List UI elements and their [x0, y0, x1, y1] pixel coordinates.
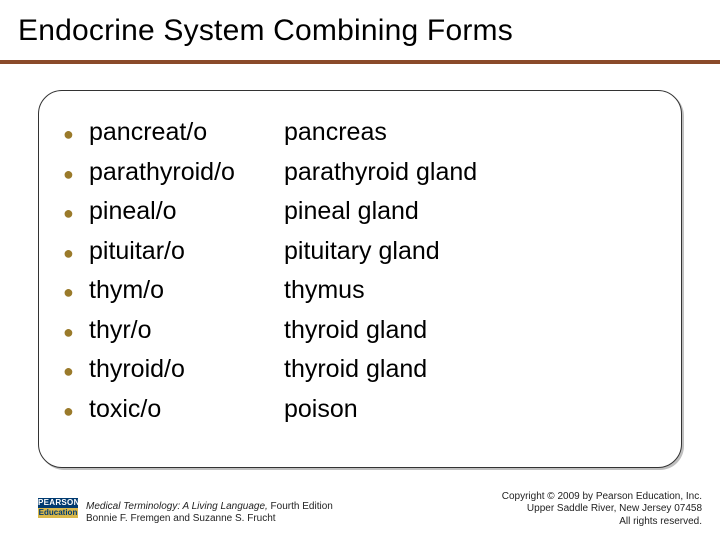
pearson-logo: PEARSON Education — [38, 498, 78, 528]
slide: Endocrine System Combining Forms ● pancr… — [0, 0, 720, 540]
combining-form-term: pancreat/o — [89, 113, 284, 153]
logo-bottom-text: Education — [38, 508, 78, 518]
slide-footer: PEARSON Education Medical Terminology: A… — [38, 491, 702, 529]
list-item: ● parathyroid/o parathyroid gland — [63, 153, 657, 193]
combining-form-meaning: thymus — [284, 271, 657, 311]
bullet-icon: ● — [63, 397, 89, 425]
list-item: ● pituitar/o pituitary gland — [63, 232, 657, 272]
combining-form-meaning: pancreas — [284, 113, 657, 153]
list-item: ● toxic/o poison — [63, 390, 657, 430]
combining-form-meaning: parathyroid gland — [284, 153, 657, 193]
copyright-line-2: Upper Saddle River, New Jersey 07458 — [527, 503, 702, 514]
footer-right: Copyright © 2009 by Pearson Education, I… — [502, 491, 702, 529]
book-edition: Fourth Edition — [268, 501, 333, 512]
book-authors: Bonnie F. Fremgen and Suzanne S. Frucht — [86, 513, 276, 524]
logo-top-text: PEARSON — [38, 498, 78, 508]
bullet-icon: ● — [63, 120, 89, 148]
bullet-icon: ● — [63, 199, 89, 227]
list-item: ● thyroid/o thyroid gland — [63, 350, 657, 390]
list-item: ● thym/o thymus — [63, 271, 657, 311]
page-title: Endocrine System Combining Forms — [18, 14, 702, 48]
bullet-icon: ● — [63, 239, 89, 267]
content-frame: ● pancreat/o pancreas ● parathyroid/o pa… — [38, 90, 682, 468]
combining-forms-list: ● pancreat/o pancreas ● parathyroid/o pa… — [63, 113, 657, 429]
combining-form-term: parathyroid/o — [89, 153, 284, 193]
book-citation: Medical Terminology: A Living Language, … — [86, 501, 333, 526]
list-item: ● thyr/o thyroid gland — [63, 311, 657, 351]
list-item: ● pancreat/o pancreas — [63, 113, 657, 153]
combining-form-term: pituitar/o — [89, 232, 284, 272]
combining-form-term: thym/o — [89, 271, 284, 311]
combining-form-term: toxic/o — [89, 390, 284, 430]
bullet-icon: ● — [63, 278, 89, 306]
footer-left: PEARSON Education Medical Terminology: A… — [38, 498, 333, 528]
combining-form-meaning: poison — [284, 390, 657, 430]
combining-form-meaning: pineal gland — [284, 192, 657, 232]
combining-form-meaning: thyroid gland — [284, 350, 657, 390]
bullet-icon: ● — [63, 318, 89, 346]
copyright-line-3: All rights reserved. — [619, 516, 702, 527]
bullet-icon: ● — [63, 160, 89, 188]
combining-form-meaning: pituitary gland — [284, 232, 657, 272]
combining-form-term: pineal/o — [89, 192, 284, 232]
copyright-line-1: Copyright © 2009 by Pearson Education, I… — [502, 491, 702, 502]
list-item: ● pineal/o pineal gland — [63, 192, 657, 232]
book-title: Medical Terminology: A Living Language, — [86, 501, 268, 512]
combining-form-meaning: thyroid gland — [284, 311, 657, 351]
combining-form-term: thyroid/o — [89, 350, 284, 390]
title-divider — [0, 60, 720, 64]
bullet-icon: ● — [63, 357, 89, 385]
combining-form-term: thyr/o — [89, 311, 284, 351]
